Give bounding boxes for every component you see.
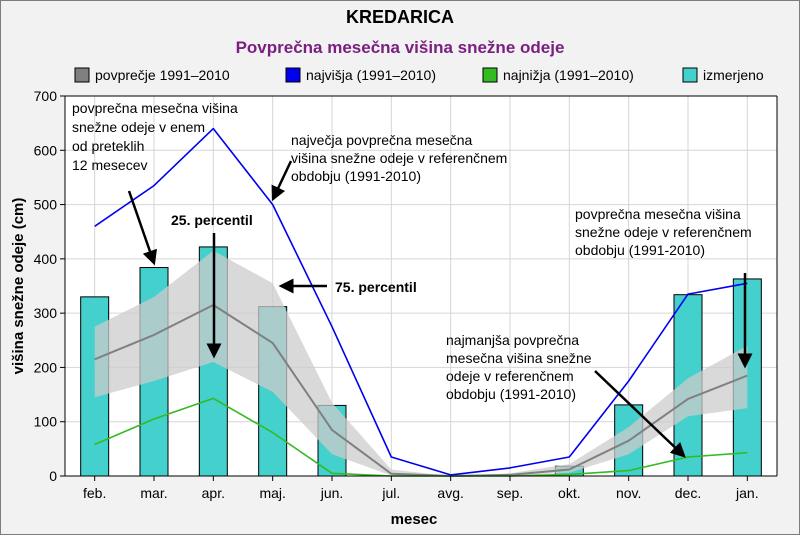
annotation-a6: mesečna višina snežne: [446, 350, 592, 366]
annotation-a1: povprečna mesečna višina: [72, 100, 238, 116]
y-axis-title: višina snežne odeje (cm): [10, 198, 27, 375]
legend-label: najvišja (1991–2010): [306, 67, 436, 83]
annotation-arrow: [127, 190, 157, 266]
legend: povprečje 1991–2010 najvišja (1991–2010) n…: [74, 67, 764, 83]
annotation-a2: največja povprečna mesečna: [291, 132, 473, 148]
annotation-a1: od preteklih: [72, 138, 144, 154]
annotation-a2: obdobju (1991-2010): [291, 168, 421, 184]
y-tick-label: 0: [49, 468, 57, 484]
legend-swatch: [285, 67, 301, 83]
x-tick-label: sep.: [497, 485, 523, 501]
percentile-band: [94, 250, 748, 476]
annotation-a4: 75. percentil: [335, 279, 417, 295]
x-tick-label: apr.: [202, 485, 225, 501]
y-tick-label: 600: [34, 142, 58, 158]
x-axis-title: mesec: [391, 511, 438, 528]
legend-label: izmerjeno: [703, 67, 764, 83]
legend-swatch: [74, 67, 90, 83]
x-tick-label: jun.: [320, 485, 344, 501]
x-tick-label: mar.: [140, 485, 167, 501]
annotation-a6: odeje v referenčnem: [446, 368, 574, 384]
annotation-a1: snežne odeje v enem: [72, 119, 205, 135]
annotation-arrow: [594, 370, 686, 458]
annotation-a1: 12 mesecev: [72, 157, 147, 173]
x-tick-label: okt.: [558, 485, 581, 501]
y-tick-label: 300: [34, 305, 58, 321]
y-tick-label: 500: [34, 197, 58, 213]
chart-title: KREDARICA: [346, 7, 454, 27]
legend-swatch: [682, 67, 698, 83]
x-tick-label: maj.: [259, 485, 285, 501]
legend-label: najnižja (1991–2010): [503, 67, 634, 83]
annotation-a3: 25. percentil: [171, 212, 253, 228]
annotation-a5: povprečna mesečna višina: [575, 206, 741, 222]
x-tick-label: nov.: [616, 485, 641, 501]
annotation-a6: obdobju (1991-2010): [446, 386, 576, 402]
line-najvisja: [94, 127, 748, 476]
x-tick-label: jul.: [381, 485, 400, 501]
x-tick-label: feb.: [83, 485, 106, 501]
y-tick-label: 200: [34, 359, 58, 375]
legend-label: povprečje 1991–2010: [95, 67, 230, 83]
y-tick-label: 700: [34, 88, 58, 104]
line-povprecje: [94, 304, 748, 477]
x-tick-label: dec.: [675, 485, 701, 501]
legend-swatch: [482, 67, 498, 83]
chart-subtitle: Povprečna mesečna višina snežne odeje: [236, 38, 565, 57]
plot-area: 0 100 200 300 400 500 600 700 feb. mar. apr. maj. ju…: [34, 88, 778, 501]
y-tick-label: 100: [34, 414, 58, 430]
x-tick-label: jan.: [735, 485, 759, 501]
y-tick-label: 400: [34, 251, 58, 267]
annotation-a5: snežne odeje v referenčnem: [575, 224, 752, 240]
annotation-a5: obdobju (1991-2010): [575, 242, 705, 258]
annotation-arrow: [271, 160, 293, 202]
annotation-a6: najmanjša povprečna: [446, 332, 579, 348]
annotation-a2: višina snežne odeje v referenčnem: [291, 150, 507, 166]
x-tick-label: avg.: [437, 485, 463, 501]
